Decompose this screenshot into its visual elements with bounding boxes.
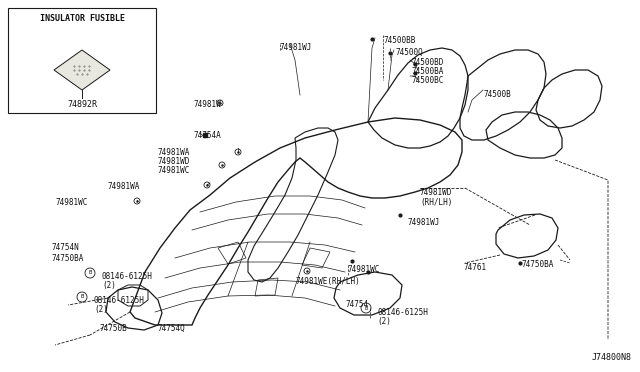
Text: 74981WD: 74981WD — [158, 157, 190, 166]
Text: 74500BC: 74500BC — [412, 76, 444, 85]
Text: 74500BB: 74500BB — [383, 36, 415, 45]
Text: 74892R: 74892R — [67, 100, 97, 109]
Text: (2): (2) — [377, 317, 391, 326]
Text: 74981WC: 74981WC — [348, 265, 380, 274]
Text: 74981WJ: 74981WJ — [280, 43, 312, 52]
Text: 74981WD: 74981WD — [420, 188, 452, 197]
Text: 74754N: 74754N — [52, 243, 80, 252]
Text: 74981W: 74981W — [194, 100, 221, 109]
Text: B: B — [364, 305, 367, 311]
Text: 74981WA: 74981WA — [158, 148, 190, 157]
Text: 74754: 74754 — [345, 300, 368, 309]
Text: 74981WE(RH/LH): 74981WE(RH/LH) — [296, 277, 361, 286]
Text: 74500BD: 74500BD — [412, 58, 444, 67]
Text: INSULATOR FUSIBLE: INSULATOR FUSIBLE — [40, 14, 125, 23]
Text: 74750BA: 74750BA — [521, 260, 554, 269]
Text: (RH/LH): (RH/LH) — [420, 198, 452, 207]
Text: 74500B: 74500B — [484, 90, 512, 99]
Polygon shape — [54, 50, 110, 90]
FancyBboxPatch shape — [8, 8, 156, 113]
Text: 74750BA: 74750BA — [52, 254, 84, 263]
Text: B: B — [88, 270, 92, 276]
Text: (2): (2) — [94, 305, 108, 314]
Text: 74981WC: 74981WC — [158, 166, 190, 175]
Text: 74981WJ: 74981WJ — [408, 218, 440, 227]
Text: 08146-6125H: 08146-6125H — [102, 272, 153, 281]
Text: 74500BA: 74500BA — [412, 67, 444, 76]
Text: 74981WA: 74981WA — [108, 182, 140, 191]
Text: 08146-6125H: 08146-6125H — [377, 308, 428, 317]
Text: 74754Q: 74754Q — [158, 324, 186, 333]
Text: 74750B: 74750B — [100, 324, 128, 333]
Text: 08146-6125H: 08146-6125H — [94, 296, 145, 305]
Text: (2): (2) — [102, 281, 116, 290]
Text: 74500Q: 74500Q — [396, 48, 424, 57]
Text: 74981WC: 74981WC — [55, 198, 88, 207]
Text: 74754A: 74754A — [193, 131, 221, 140]
Text: 74761: 74761 — [464, 263, 487, 272]
Text: J74800N8: J74800N8 — [592, 353, 632, 362]
Text: B: B — [81, 295, 84, 299]
